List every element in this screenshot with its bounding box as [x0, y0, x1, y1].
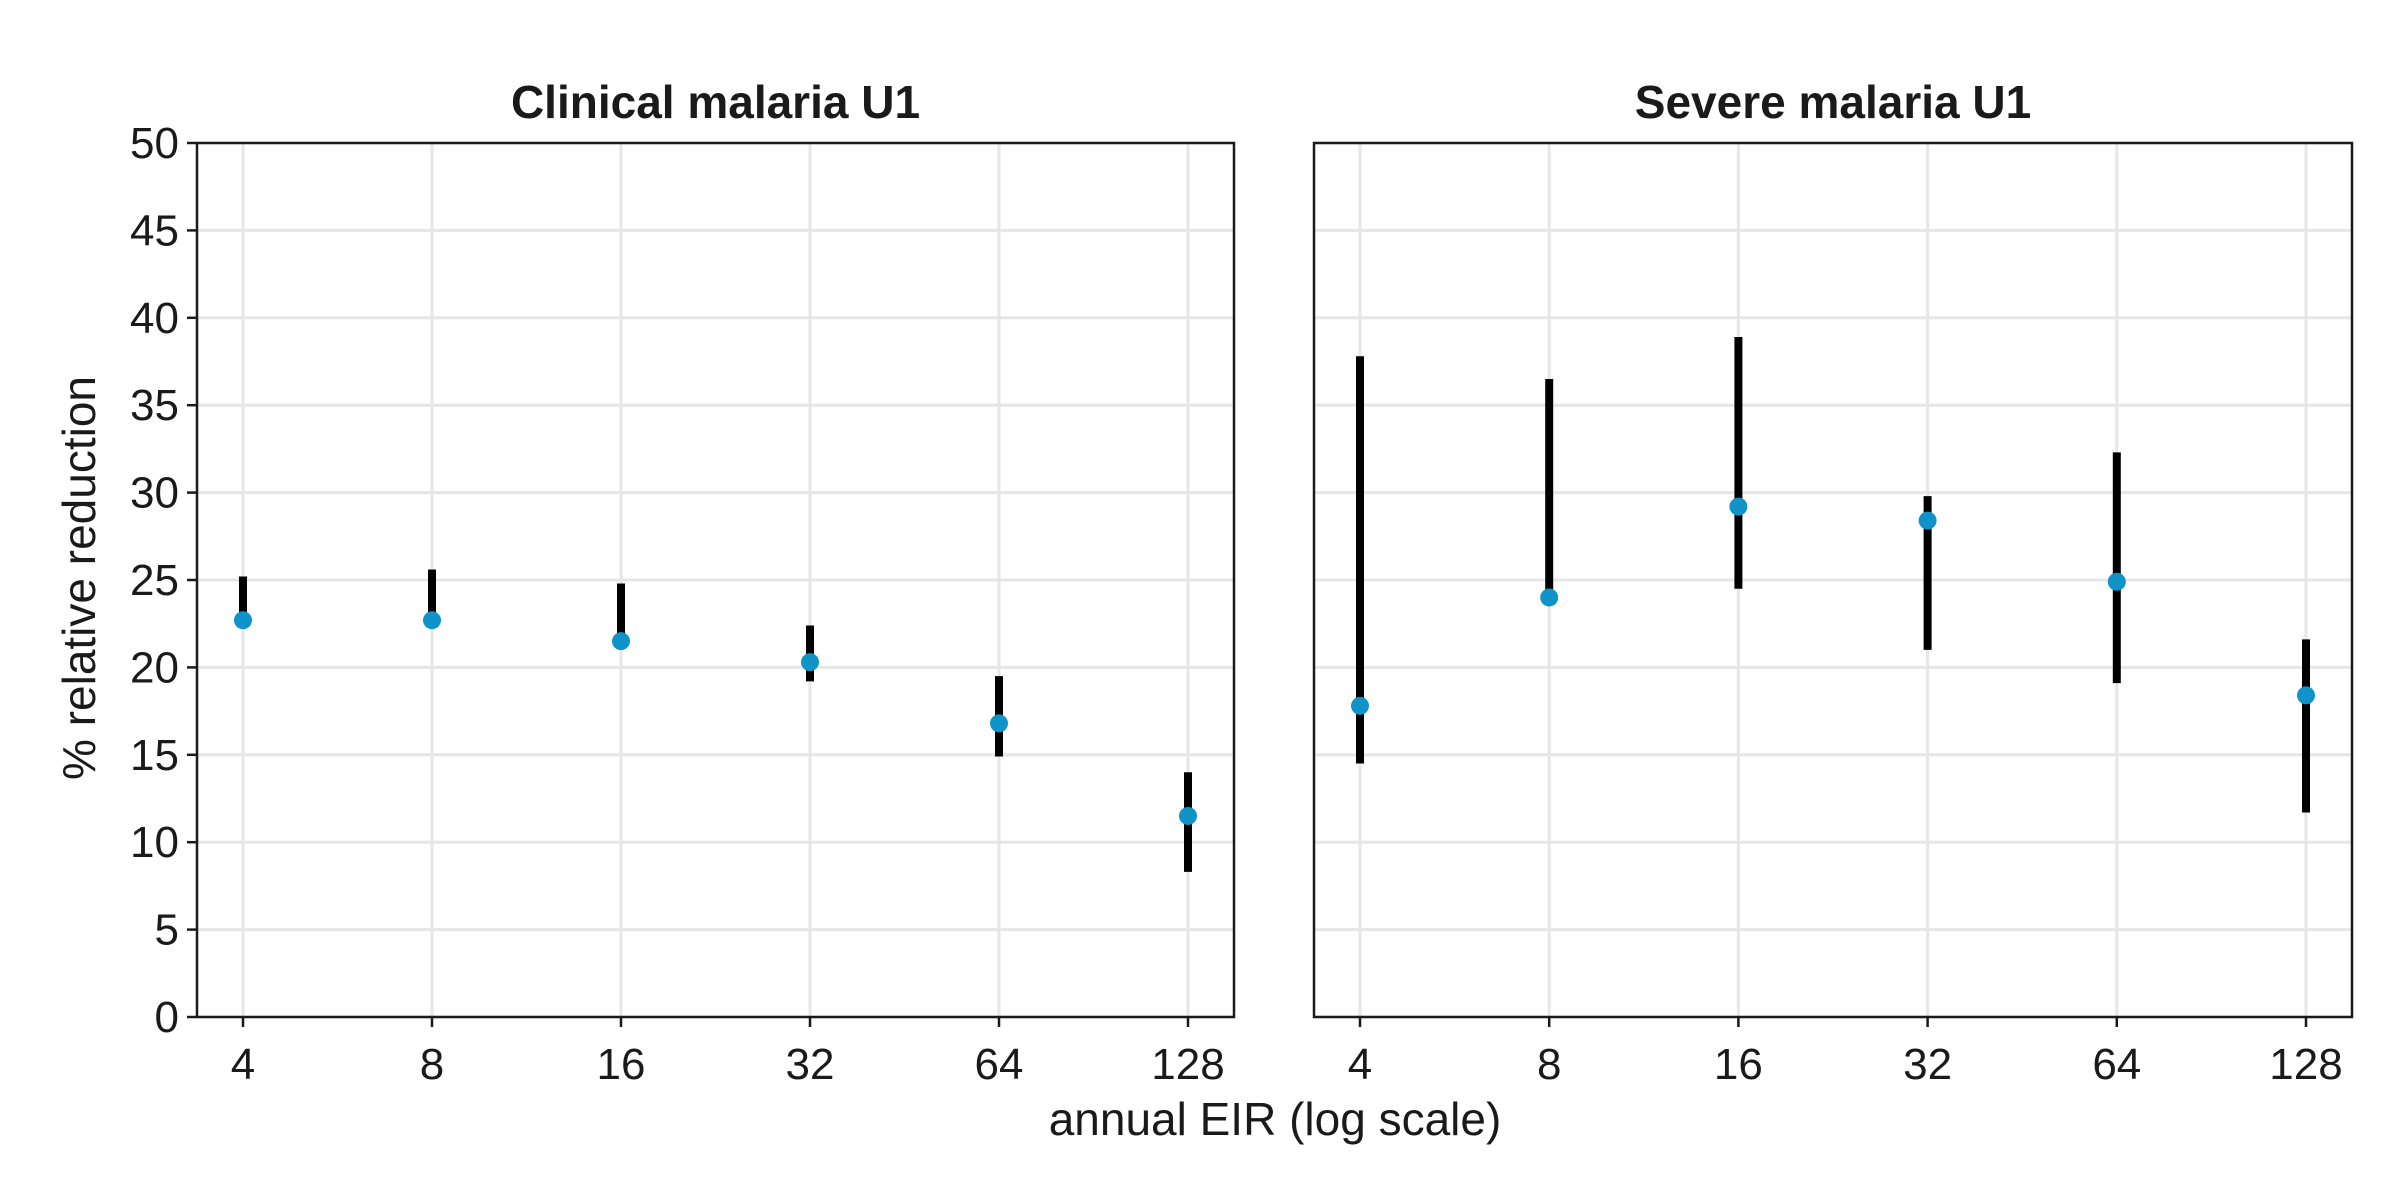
- y-tick-label: 0: [155, 993, 179, 1042]
- y-tick-label: 10: [130, 818, 179, 867]
- x-tick-label: 32: [786, 1040, 835, 1089]
- data-point: [1918, 511, 1937, 530]
- x-tick-label: 16: [597, 1040, 646, 1089]
- y-tick-label: 35: [130, 381, 179, 430]
- y-tick-label: 50: [130, 119, 179, 168]
- panel-clinical-malaria: Clinical malaria U1 4 8 16 32 64 128 0 5 10 15 20 25…: [130, 76, 1236, 1089]
- x-tick-label: 16: [1714, 1040, 1763, 1089]
- panel-frame: [1312, 141, 2354, 1019]
- data-point: [990, 714, 1008, 733]
- y-tick-label: 40: [130, 294, 179, 343]
- x-tick-label: 8: [420, 1040, 444, 1089]
- y-tick-label: 25: [130, 556, 179, 605]
- data-point: [234, 611, 252, 630]
- data-point: [612, 632, 630, 651]
- data-point: [1729, 497, 1748, 516]
- data-point: [801, 653, 819, 672]
- x-tick-label: 128: [1151, 1040, 1224, 1089]
- panel-title: Clinical malaria U1: [511, 76, 920, 128]
- y-tick-label: 15: [130, 731, 179, 780]
- y-tick-label: 5: [155, 906, 179, 955]
- data-point: [1351, 696, 1369, 715]
- panel-severe-malaria: Severe malaria U1 4 8 16 32 64 128: [1312, 76, 2354, 1089]
- data-point: [2297, 686, 2315, 705]
- x-tick-label: 32: [1903, 1040, 1952, 1089]
- x-tick-label: 4: [1348, 1040, 1372, 1089]
- x-tick-label: 64: [975, 1040, 1024, 1089]
- data-point: [1540, 588, 1559, 607]
- x-tick-label: 128: [2269, 1040, 2342, 1089]
- y-axis-title: % relative reduction: [53, 376, 105, 780]
- data-point: [1179, 806, 1197, 825]
- x-tick-label: 4: [231, 1040, 255, 1089]
- panel-title: Severe malaria U1: [1635, 76, 2031, 128]
- y-tick-label: 45: [130, 206, 179, 255]
- data-point: [2107, 572, 2126, 591]
- y-tick-label: 20: [130, 643, 179, 692]
- y-tick-label: 30: [130, 469, 179, 518]
- x-tick-label: 8: [1537, 1040, 1561, 1089]
- x-axis-title: annual EIR (log scale): [1049, 1093, 1502, 1145]
- data-point: [423, 611, 441, 630]
- x-tick-label: 64: [2092, 1040, 2141, 1089]
